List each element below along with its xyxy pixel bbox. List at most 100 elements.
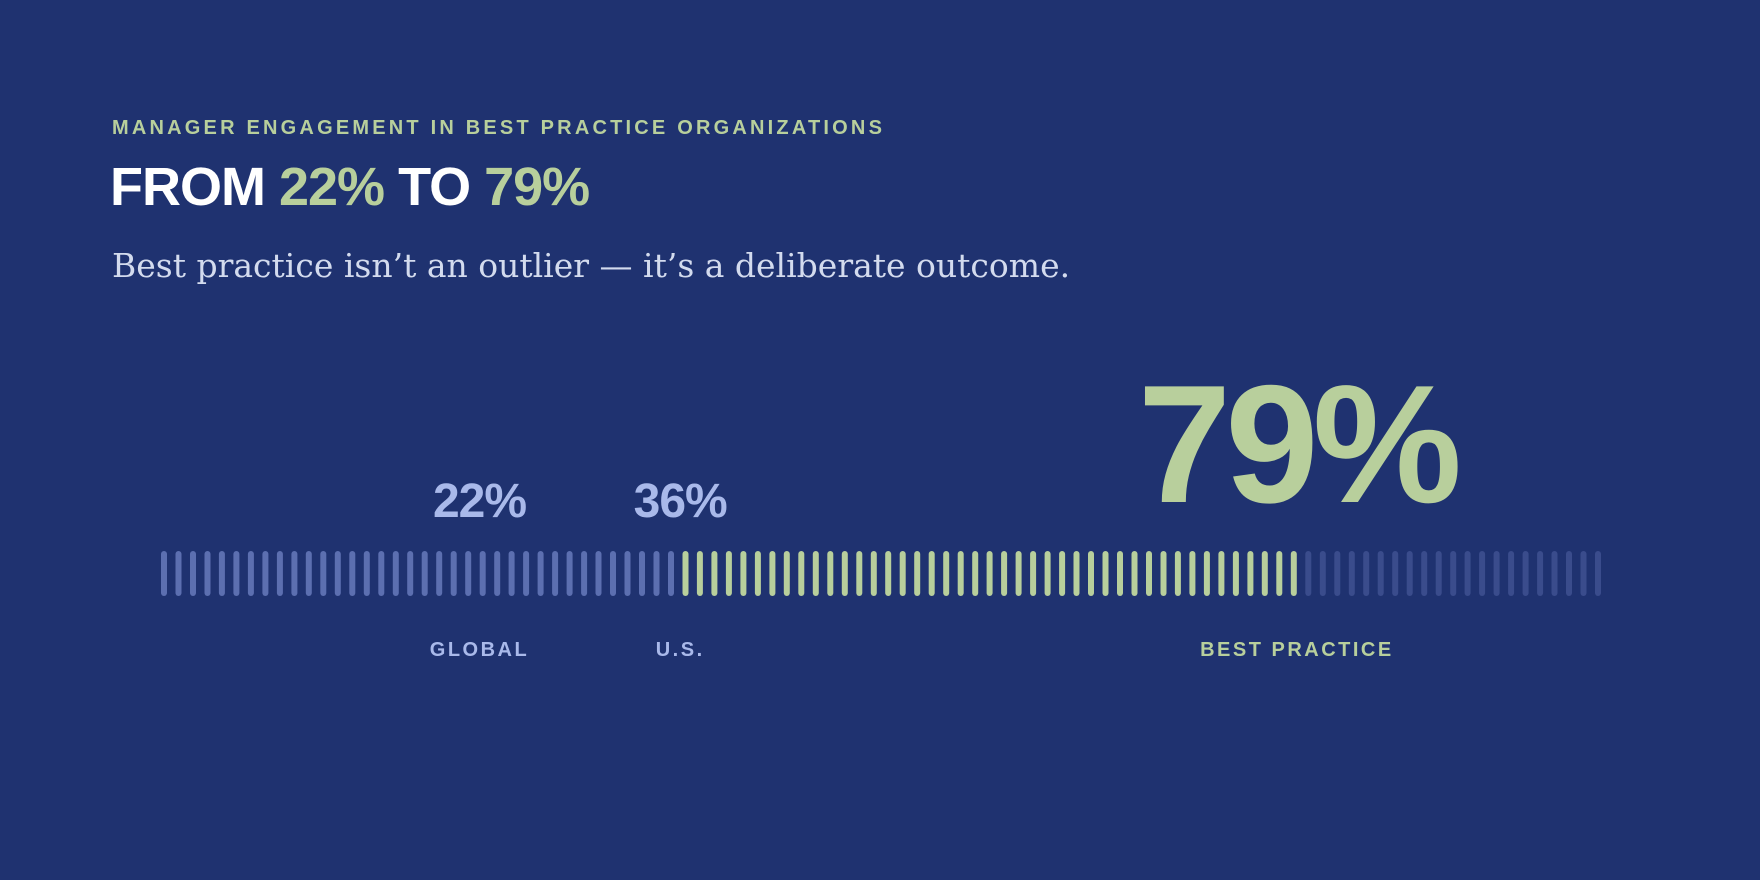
tick-bar xyxy=(1493,551,1500,596)
tick-bar xyxy=(1189,551,1196,596)
tick-bar xyxy=(392,551,399,596)
tick-bar xyxy=(1131,551,1138,596)
tick-bar xyxy=(407,551,414,596)
tick-bar xyxy=(928,551,935,596)
tick-bar xyxy=(1551,551,1558,596)
tick-bar xyxy=(1088,551,1094,596)
tick-bar xyxy=(1030,551,1037,596)
tick-bar xyxy=(972,551,979,596)
tick-bar xyxy=(566,551,573,596)
tick-bar xyxy=(711,551,718,596)
tick-bar xyxy=(1508,551,1515,596)
tick-bar xyxy=(943,551,950,596)
tick-bar xyxy=(1015,551,1022,596)
tick-bar xyxy=(421,551,428,596)
tick-bar xyxy=(1392,551,1399,596)
tick-bar xyxy=(1247,551,1254,596)
tick-bar xyxy=(218,551,225,596)
tick-bar xyxy=(291,551,298,596)
tick-bar xyxy=(769,551,776,596)
tick-bar xyxy=(1363,551,1370,596)
tick-bar xyxy=(624,551,631,596)
marker-category-label: U.S. xyxy=(656,639,705,661)
tick-bar xyxy=(870,551,877,596)
tick-bar xyxy=(305,551,312,596)
tick-bar xyxy=(653,551,660,596)
marker-value-label: 22% xyxy=(433,475,526,528)
tick-bar xyxy=(436,551,443,596)
tick-bar xyxy=(1522,551,1529,596)
tick-bar xyxy=(754,551,761,596)
tick-bar xyxy=(1174,551,1181,596)
tick-bar xyxy=(1146,551,1152,596)
headline: FROM 22% TO 79% xyxy=(110,157,590,217)
tick-bar xyxy=(523,551,530,596)
tick-bar xyxy=(1435,551,1442,596)
tick-bar xyxy=(204,551,211,596)
tick-bar xyxy=(827,551,834,596)
tick-bar xyxy=(1218,551,1225,596)
tick-bar xyxy=(1377,551,1384,596)
tick-bar xyxy=(1566,551,1572,596)
tick-bar xyxy=(276,551,283,596)
tick-bar xyxy=(1580,551,1587,596)
tick-bar xyxy=(1406,551,1413,596)
marker-category-label: BEST PRACTICE xyxy=(1200,639,1394,661)
tick-bar xyxy=(812,551,819,596)
tick-bar xyxy=(668,551,674,596)
marker-value-label: 36% xyxy=(634,475,727,528)
tick-bar xyxy=(1203,551,1210,596)
tick-bar xyxy=(262,551,269,596)
tick-bar xyxy=(1450,551,1457,596)
tick-bar xyxy=(378,551,385,596)
tick-bar xyxy=(494,551,501,596)
tick-bar xyxy=(740,551,747,596)
eyebrow-label: MANAGER ENGAGEMENT IN BEST PRACTICE ORGA… xyxy=(112,117,886,139)
tick-bar xyxy=(450,551,457,596)
tick-bar xyxy=(639,551,645,596)
tick-bar xyxy=(1261,551,1268,596)
tick-bar xyxy=(1305,551,1312,596)
tick-bar xyxy=(1421,551,1428,596)
tick-bar xyxy=(1232,551,1239,596)
tick-bar xyxy=(1073,551,1080,596)
tick-bar xyxy=(1276,551,1283,596)
tick-bar xyxy=(610,551,616,596)
headline-mid: TO xyxy=(384,157,485,217)
tick-bar xyxy=(783,551,790,596)
tick-bar xyxy=(1001,551,1008,596)
tick-bar xyxy=(914,551,921,596)
tick-bar xyxy=(696,551,703,596)
tick-bar xyxy=(1102,551,1109,596)
tick-bar xyxy=(1479,551,1486,596)
tick-bar xyxy=(1290,551,1297,596)
tick-bar xyxy=(1334,551,1341,596)
marker-value-label: 79% xyxy=(1138,350,1458,538)
tick-bar xyxy=(190,551,196,596)
tick-bar xyxy=(363,551,370,596)
tick-bar xyxy=(479,551,486,596)
tick-bar xyxy=(537,551,544,596)
tick-bar xyxy=(581,551,588,596)
tick-bar xyxy=(957,551,964,596)
tick-bar xyxy=(247,551,254,596)
tick-bar xyxy=(725,551,732,596)
tick-bar xyxy=(841,551,848,596)
tick-bar xyxy=(1348,551,1355,596)
tick-bar xyxy=(798,551,805,596)
tick-bar xyxy=(233,551,240,596)
headline-prefix: FROM xyxy=(110,157,279,217)
tick-bar xyxy=(1160,551,1167,596)
tick-bar xyxy=(1595,551,1601,596)
tick-bar xyxy=(682,551,689,596)
tick-bar xyxy=(595,551,602,596)
tick-bar xyxy=(175,551,182,596)
headline-value-start: 22% xyxy=(278,157,385,217)
tick-bar xyxy=(552,551,559,596)
tick-bar xyxy=(1319,551,1326,596)
tick-bar xyxy=(1044,551,1051,596)
tick-bar xyxy=(508,551,515,596)
tick-bar xyxy=(885,551,892,596)
tick-bar xyxy=(320,551,327,596)
